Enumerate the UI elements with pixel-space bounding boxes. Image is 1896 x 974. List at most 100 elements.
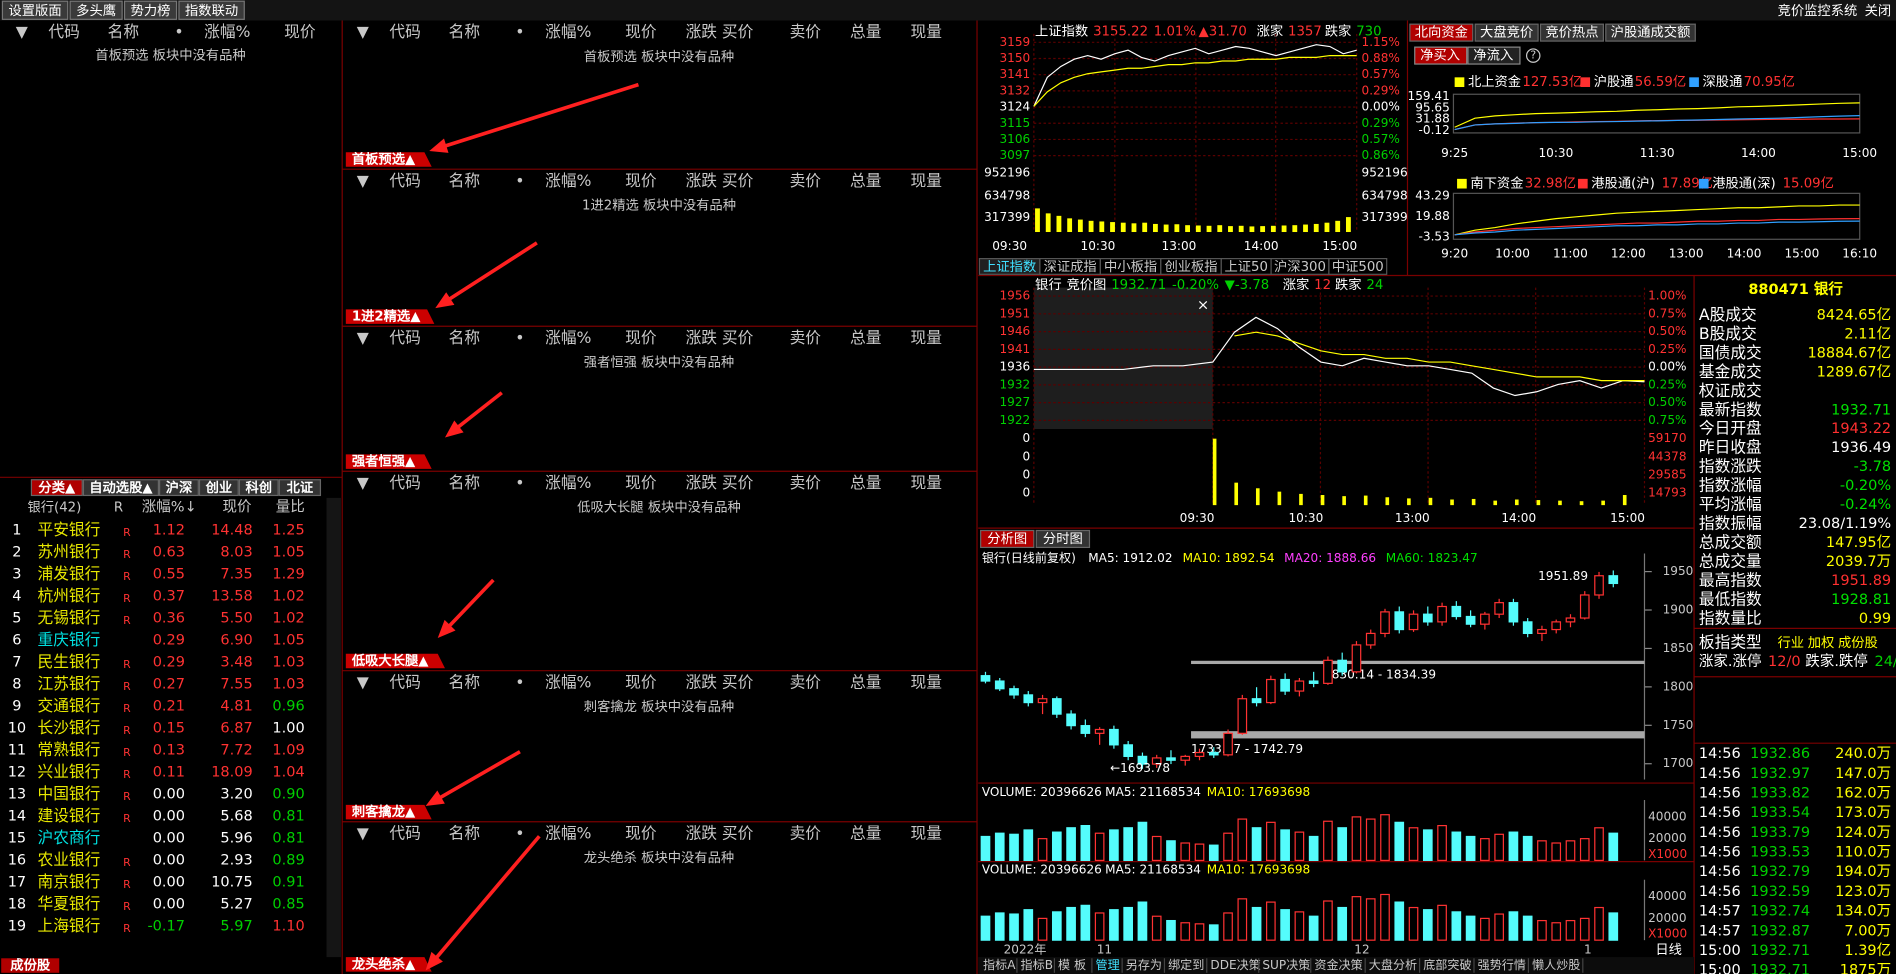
stock-name: 华夏银行	[37, 894, 100, 913]
tick-time: 14:56	[1699, 805, 1741, 821]
chart-tab-label: 分析图	[987, 531, 1027, 547]
volume-bar	[1303, 224, 1308, 233]
candle-body	[1337, 659, 1348, 673]
column-header: ▼	[357, 171, 370, 190]
vol-label: 59170	[1648, 431, 1686, 445]
candle-body	[1009, 688, 1019, 696]
legend-label: 70.95亿	[1744, 74, 1795, 90]
candle-body	[1437, 605, 1447, 623]
tick-volume: 194.0万	[1835, 864, 1891, 880]
y-label: 1900	[1663, 603, 1694, 617]
candle-body	[1066, 713, 1076, 727]
list-tab	[198, 479, 239, 497]
legend-label: 港股通(深)	[1712, 176, 1776, 192]
panel-tag	[345, 653, 445, 669]
volume-bar	[1324, 222, 1330, 233]
volume-bar	[1266, 821, 1276, 862]
column-header: •	[515, 823, 524, 842]
stock-name: 江苏银行	[37, 674, 100, 693]
chart-header: 12	[1314, 278, 1331, 293]
arrow	[440, 82, 639, 150]
volume-bar	[1299, 493, 1303, 506]
volume-bar	[1212, 438, 1217, 506]
column-header: 银行(42)	[27, 500, 81, 516]
volume-bar	[1342, 496, 1346, 506]
flag: R	[123, 812, 131, 825]
column-header: ▼	[357, 672, 370, 691]
info-value: -0.24%	[1840, 497, 1891, 513]
volume-bar	[1408, 906, 1419, 941]
info-value: 8424.65亿	[1817, 306, 1891, 323]
volume-ratio: 0.96	[272, 698, 304, 714]
volume-ratio: 0.89	[272, 852, 304, 868]
volume-bar	[1123, 827, 1134, 862]
y-label: 1800	[1663, 679, 1694, 693]
volume-bar	[1234, 482, 1239, 506]
vol-label: X1000	[1648, 927, 1687, 941]
funds-tab	[1539, 23, 1604, 42]
flag: R	[123, 702, 131, 715]
tick-price: 1932.71	[1750, 963, 1810, 974]
vol-label: 40000	[1648, 809, 1686, 823]
column-header: •	[515, 672, 524, 691]
candle-body	[1037, 698, 1048, 704]
change-pct: 0.37	[153, 588, 185, 604]
chart-header: 跌家	[1335, 276, 1362, 293]
volume-bar	[1471, 498, 1476, 506]
volume-ratio: 1.02	[272, 610, 304, 626]
volume-bar	[1099, 221, 1105, 233]
column-header: 现量	[911, 22, 942, 41]
volume-bar	[1208, 844, 1219, 862]
volume-bar	[1351, 816, 1362, 862]
volume-bar	[1465, 835, 1476, 862]
funds-tab-label: 竞价热点	[1545, 24, 1598, 41]
empty-message: 首板预选 板块中没有品种	[95, 48, 245, 64]
flag: R	[123, 614, 131, 627]
tick-time: 14:56	[1699, 746, 1741, 762]
button	[1467, 46, 1521, 65]
column-header: 现量	[911, 473, 942, 492]
info-value: 跌家.跌停	[1805, 653, 1868, 670]
change-pct: 0.00	[153, 830, 185, 846]
candle-body	[1251, 698, 1262, 704]
volume-ratio: 1.25	[272, 523, 304, 539]
column-header: 名称	[449, 823, 481, 842]
date-label: 12	[1354, 942, 1369, 956]
vol-label: X1000	[1648, 847, 1687, 861]
list-tab-label: 沪深	[166, 479, 193, 496]
price-line	[1033, 44, 1357, 107]
chart-tab-label: 分时图	[1043, 531, 1083, 547]
flag: R	[123, 878, 131, 891]
legend-swatch	[1454, 77, 1465, 88]
volume-bar	[1051, 831, 1062, 862]
change-pct: 0.63	[153, 544, 185, 560]
column-header: 涨幅%	[204, 22, 250, 41]
column-header: 现价	[625, 328, 657, 347]
column-header: ▼	[357, 328, 370, 347]
volume-bar	[1137, 901, 1148, 941]
candle-body	[1494, 602, 1504, 615]
volume-bar	[1465, 915, 1476, 941]
time-label: 09:30	[992, 239, 1027, 253]
info-value: 1951.89	[1831, 573, 1891, 589]
volume-bar	[1255, 488, 1260, 506]
stock-name: 苏州银行	[37, 542, 100, 561]
tick-volume: 173.0万	[1835, 805, 1891, 821]
column-header: 代码	[389, 823, 420, 842]
volume-bar	[1508, 831, 1519, 862]
info-value: 2.11亿	[1844, 325, 1891, 342]
y-label: 0.00%	[1362, 100, 1400, 114]
tick-time: 14:56	[1699, 766, 1741, 782]
volume-bar	[1551, 922, 1562, 941]
funds-tab-label: 北向资金	[1415, 25, 1468, 41]
volume-bar	[1051, 911, 1062, 941]
flag: R	[123, 856, 131, 869]
legend-label: 56.59亿	[1635, 74, 1686, 90]
candle-body	[980, 675, 991, 682]
volume-bar	[1151, 835, 1162, 862]
column-header: 涨跌	[686, 22, 718, 41]
candle-body	[1194, 751, 1205, 757]
y-label: 19.88	[1415, 209, 1450, 223]
footer-tab-label: 成份股	[10, 957, 51, 974]
